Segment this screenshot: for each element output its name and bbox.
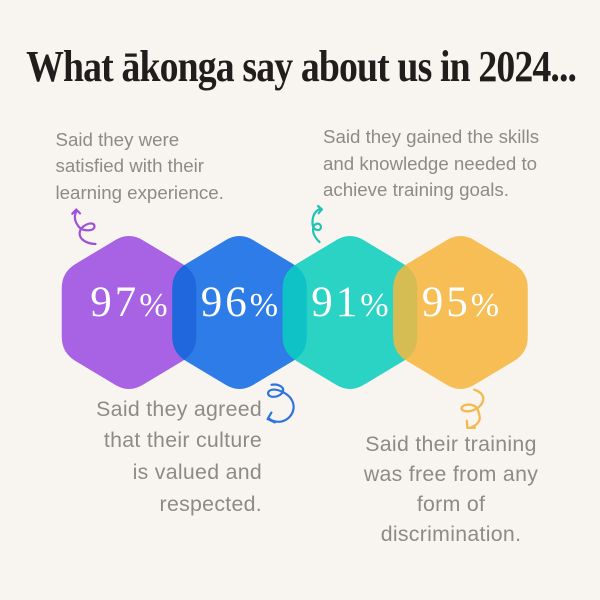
- svg-text:91%: 91%: [311, 279, 391, 326]
- svg-text:97%: 97%: [90, 279, 170, 326]
- svg-text:96%: 96%: [201, 279, 281, 326]
- svg-text:95%: 95%: [422, 279, 502, 326]
